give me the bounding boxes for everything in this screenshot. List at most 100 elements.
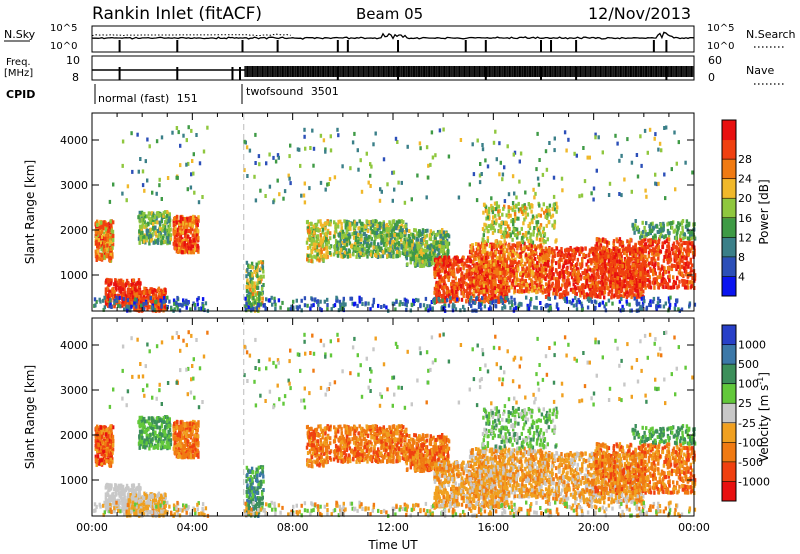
power-echo-2150 [378, 221, 382, 226]
power-echo-3987 [495, 204, 499, 209]
power-echo-713 [134, 293, 137, 298]
power-echo-1212 [192, 214, 195, 219]
power-echo-2933 [452, 268, 455, 273]
power-echo-4025 [490, 203, 493, 208]
power-echo-3237 [445, 260, 448, 265]
power-echo-842 [150, 215, 154, 220]
power-echo-207 [109, 247, 113, 252]
power-echo-3720 [471, 283, 474, 288]
power-echo-1961 [374, 250, 378, 254]
power-echo-1948 [347, 235, 351, 240]
power-echo-652 [136, 297, 140, 302]
power-echo-3155 [453, 272, 456, 277]
power-echo-252 [107, 229, 110, 234]
power-echo-831 [137, 236, 141, 241]
power-echo-1236 [178, 249, 182, 254]
power-echo-2124 [366, 236, 369, 241]
power-echo-364 [111, 287, 114, 292]
power-echo-4032 [545, 208, 548, 213]
power-echo-3795 [497, 243, 501, 248]
power-echo-391 [118, 293, 121, 298]
power-echo-1909 [392, 250, 395, 255]
power-echo-1090 [179, 223, 183, 227]
power-echo-1830 [362, 223, 366, 228]
power-echo-2489 [443, 233, 447, 238]
power-echo-4199 [515, 203, 518, 208]
power-echo-3050 [452, 297, 456, 302]
power-echo-1993 [336, 240, 339, 245]
power-echo-3139 [463, 280, 466, 285]
power-echo-2379 [432, 230, 435, 235]
power-echo-969 [141, 230, 144, 235]
power-echo-1937 [364, 236, 367, 241]
power-echo-968 [161, 235, 165, 240]
power-echo-3172 [497, 293, 501, 298]
power-echo-697 [130, 301, 134, 306]
power-echo-1407 [253, 269, 256, 274]
power-echo-3990 [524, 215, 528, 220]
power-echo-378 [119, 289, 122, 294]
power-echo-2147 [382, 224, 385, 229]
power-echo-231 [106, 237, 109, 242]
power-echo-3762 [528, 269, 532, 274]
power-echo-457 [108, 278, 111, 283]
power-echo-2098 [375, 231, 379, 235]
power-echo-3906 [529, 261, 532, 266]
power-echo-3413 [505, 260, 508, 265]
power-echo-102 [102, 234, 105, 239]
power-echo-3628 [540, 279, 543, 284]
power-echo-1472 [306, 237, 309, 242]
power-echo-1106 [193, 231, 197, 236]
power-echo-2420 [427, 254, 430, 259]
power-echo-4041 [505, 213, 508, 218]
power-echo-3117 [467, 276, 471, 281]
power-echo-2027 [340, 247, 343, 252]
power-echo-2684 [447, 278, 450, 282]
power-echo-225 [106, 233, 109, 238]
power-echo-2014 [346, 251, 349, 256]
cpid-program-1-name: normal (fast) [98, 92, 169, 105]
power-echo-4172 [523, 205, 527, 210]
power-echo-3198 [451, 272, 454, 277]
power-echo-227 [101, 223, 104, 228]
power-echo-1617 [322, 257, 325, 262]
power-echo-1342 [246, 278, 249, 283]
power-echo-680 [127, 287, 130, 292]
power-echo-3914 [501, 254, 505, 258]
nsky-panel: N.Sky 10^5 10^0 10^5 10^0 N.Search [4, 23, 796, 53]
power-echo-1224 [195, 236, 198, 241]
power-echo-3826 [477, 274, 480, 279]
power-echo-2385 [437, 240, 440, 245]
power-echo-2157 [355, 254, 358, 259]
power-echo-4043 [503, 239, 506, 244]
power-echo-2105 [336, 253, 340, 258]
power-echo-717 [129, 288, 132, 292]
power-echo-455 [104, 290, 108, 295]
power-echo-2059 [390, 230, 393, 235]
power-echo-2072 [399, 233, 403, 238]
power-echo-1600 [306, 246, 310, 250]
power-echo-1596 [315, 238, 318, 243]
power-echo-3734 [474, 289, 478, 294]
power-echo-1569 [322, 236, 325, 241]
power-echo-4033 [551, 207, 554, 212]
power-echo-669 [142, 297, 146, 302]
power-echo-1259 [181, 243, 184, 248]
power-echo-3891 [484, 285, 487, 290]
power-echo-1644 [354, 249, 357, 253]
power-echo-2081 [377, 242, 380, 247]
power-echo-4107 [485, 216, 488, 221]
power-echo-3387 [474, 273, 477, 278]
power-echo-2611 [459, 287, 463, 292]
power-echo-4337 [624, 290, 628, 295]
power-echo-1819 [343, 250, 347, 255]
power-echo-3194 [482, 274, 485, 279]
power-echo-4150 [543, 210, 546, 215]
power-echo-811 [160, 235, 163, 240]
power-echo-1390 [259, 266, 262, 271]
power-echo-2393 [433, 252, 437, 257]
power-echo-4180 [505, 234, 508, 239]
power-echo-4102 [527, 239, 530, 244]
power-echo-1610 [326, 230, 329, 235]
power-echo-1267 [196, 244, 199, 248]
